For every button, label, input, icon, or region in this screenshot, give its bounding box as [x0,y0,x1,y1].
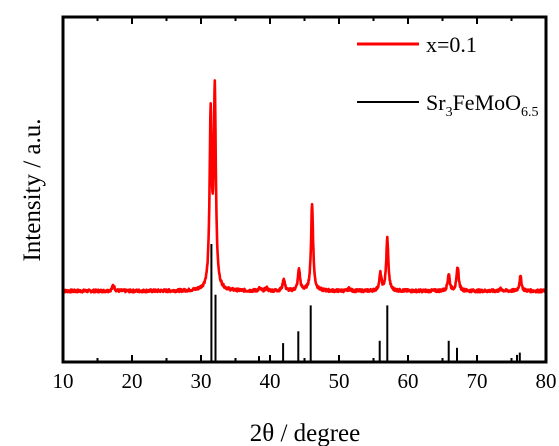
x-tick-label: 70 [467,369,488,393]
plot-frame [61,15,548,364]
x-tick-label: 30 [191,369,212,393]
x-tick-label: 20 [122,369,143,393]
x-axis-title: 2θ / degree [250,420,361,446]
x-tick-label: 40 [260,369,281,393]
legend-label-subscript: 6.5 [521,105,539,120]
y-axis-title: Intensity / a.u. [19,118,46,261]
chart-marks [61,79,548,362]
x-axis-ticks: 10 20 30 40 50 60 70 80 [53,17,557,393]
legend-label-series-2: Sr3FeMoO6.5 [426,90,539,120]
x-tick-label: 50 [329,369,350,393]
series-line-x01 [61,79,548,294]
legend-label-subscript: 3 [446,105,453,120]
x-tick-label: 10 [53,369,74,393]
x-tick-label: 60 [398,369,419,393]
legend: x=0.1 Sr3FeMoO6.5 [357,32,539,120]
legend-label-part: Sr [426,90,446,115]
x-tick-label: 80 [536,369,557,393]
legend-label-part: FeMoO [453,90,521,115]
legend-label-series-1: x=0.1 [426,32,477,57]
